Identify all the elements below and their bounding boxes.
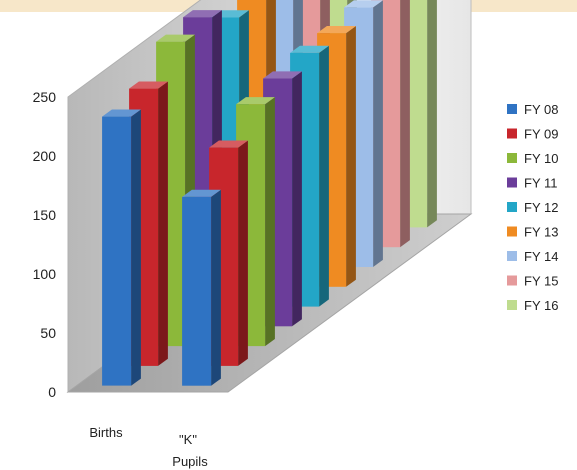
bar-side — [373, 0, 383, 268]
bar-side — [400, 0, 410, 248]
bar-top — [236, 97, 275, 105]
legend-label: FY 14 — [524, 249, 558, 264]
legend-label: FY 12 — [524, 200, 558, 215]
bar-side — [238, 140, 248, 366]
x-tick-label: "K" Pupils — [172, 432, 208, 469]
y-tick-label: 100 — [33, 266, 57, 282]
x-tick-label-line: Pupils — [172, 454, 208, 469]
legend-label: FY 09 — [524, 127, 558, 142]
legend-swatch — [507, 128, 517, 139]
bar-front — [102, 116, 132, 386]
bar-top — [156, 34, 195, 42]
legend-swatch — [507, 300, 517, 310]
bar-side — [265, 97, 275, 347]
bar — [182, 189, 221, 386]
legend-swatch — [507, 202, 517, 212]
bar-top — [183, 10, 222, 18]
bar-top — [209, 140, 248, 148]
legend-swatch — [507, 104, 517, 114]
bar — [102, 109, 141, 386]
legend-swatch — [507, 275, 517, 286]
y-tick-label: 50 — [40, 325, 56, 341]
bar-top — [182, 189, 221, 197]
legend-label: FY 13 — [524, 225, 558, 240]
x-tick-label: Births — [89, 425, 123, 440]
bar-side — [292, 71, 302, 327]
y-tick-label: 0 — [48, 384, 56, 400]
bar-side — [427, 0, 437, 228]
y-tick-label: 200 — [33, 148, 57, 164]
y-tick-label: 150 — [33, 207, 57, 223]
bars — [102, 0, 437, 386]
bar-side — [319, 45, 329, 307]
bar-top — [129, 81, 168, 89]
bar-side — [131, 109, 141, 386]
bar-side — [346, 26, 356, 287]
x-axis: Births "K" Pupils — [89, 425, 208, 469]
legend: FY 08 FY 09 FY 10 FY 11 FY 12 FY 13 FY 14 FY 15… — [507, 102, 558, 313]
bar-top — [263, 71, 302, 79]
bar-top — [102, 109, 141, 117]
y-axis: 0 50 100 150 200 250 — [33, 89, 57, 400]
bar-side — [211, 189, 221, 386]
bar-top — [344, 0, 383, 8]
legend-label: FY 15 — [524, 274, 558, 289]
y-tick-label: 250 — [33, 89, 57, 105]
bar-front — [182, 196, 212, 386]
bar-top — [317, 26, 356, 34]
legend-label: FY 10 — [524, 151, 558, 166]
x-tick-label-line: "K" — [179, 432, 197, 447]
bar-side — [158, 81, 168, 366]
legend-label: FY 08 — [524, 102, 558, 117]
legend-label: FY 11 — [524, 176, 557, 191]
legend-swatch — [507, 251, 517, 261]
legend-label: FY 16 — [524, 298, 558, 313]
legend-swatch — [507, 177, 517, 188]
legend-swatch — [507, 226, 517, 237]
bar-top — [290, 45, 329, 53]
legend-swatch — [507, 153, 517, 163]
